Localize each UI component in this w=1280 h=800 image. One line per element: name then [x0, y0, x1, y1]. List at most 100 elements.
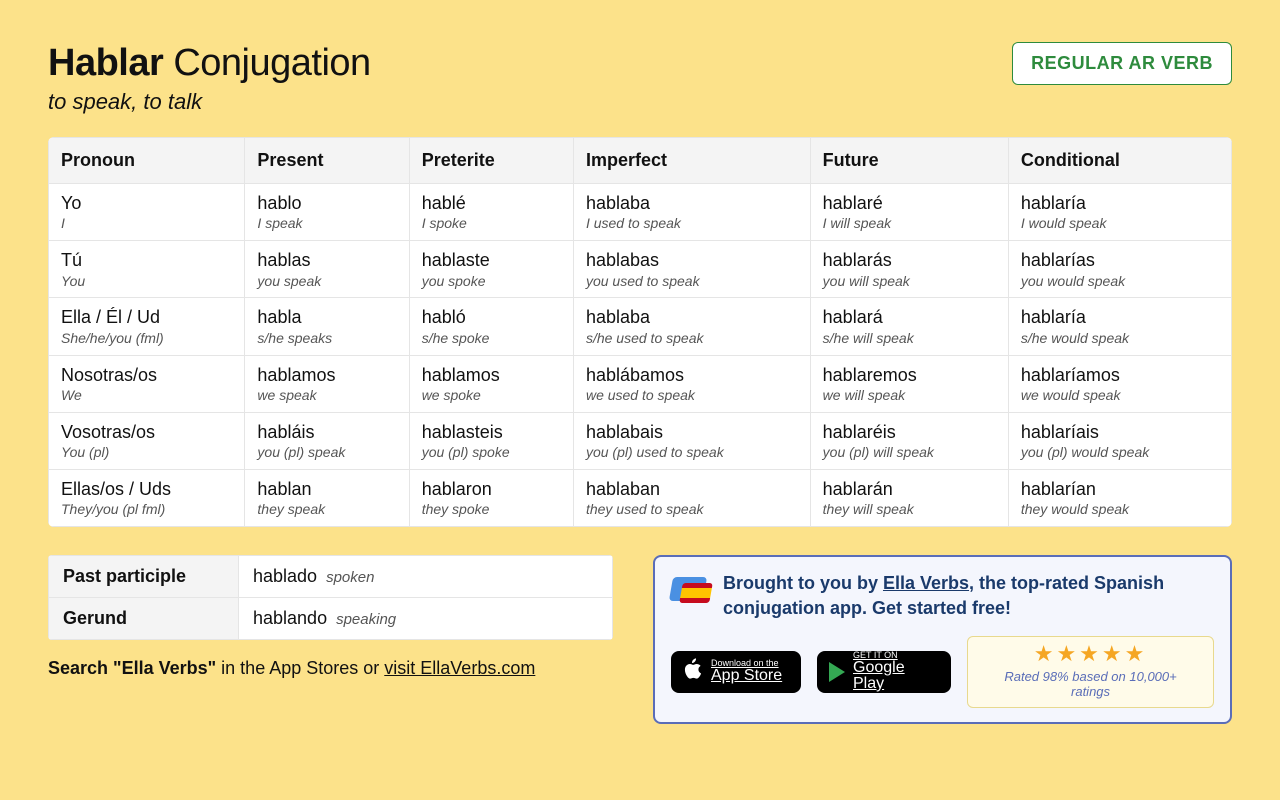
cell-main: hablas: [257, 249, 396, 272]
google-play-button[interactable]: GET IT ONGoogle Play: [817, 651, 951, 693]
cell-gloss: I will speak: [823, 215, 996, 232]
conjugation-cell: Ella / Él / UdShe/he/you (fml): [49, 298, 245, 355]
cell-gloss: you (pl) used to speak: [586, 444, 798, 461]
participle-value: hablado spoken: [239, 556, 613, 598]
cell-gloss: s/he will speak: [823, 330, 996, 347]
conjugation-cell: Ellas/os / UdsThey/you (pl fml): [49, 469, 245, 526]
conjugation-cell: hablabaisyou (pl) used to speak: [573, 412, 810, 469]
cell-main: hablabais: [586, 421, 798, 444]
app-store-button[interactable]: Download on theApp Store: [671, 651, 801, 693]
conjugation-cell: Nosotras/osWe: [49, 355, 245, 412]
cell-gloss: s/he would speak: [1021, 330, 1219, 347]
conjugation-cell: hablaríanthey would speak: [1008, 469, 1231, 526]
cell-gloss: s/he used to speak: [586, 330, 798, 347]
cell-gloss: we spoke: [422, 387, 561, 404]
play-icon: [829, 662, 845, 682]
conjugation-table: PronounPresentPreteriteImperfectFutureCo…: [48, 137, 1232, 527]
conjugation-cell: hablaríamoswe would speak: [1008, 355, 1231, 412]
visit-link[interactable]: visit EllaVerbs.com: [384, 658, 535, 678]
conjugation-cell: hablabaI used to speak: [573, 184, 810, 241]
conjugation-cell: hablamoswe speak: [245, 355, 409, 412]
rating-box: ★★★★★ Rated 98% based on 10,000+ ratings: [967, 636, 1214, 708]
appstore-big: App Store: [711, 668, 782, 684]
conjugation-cell: hablarías/he would speak: [1008, 298, 1231, 355]
cell-main: hablamos: [257, 364, 396, 387]
table-row: Ella / Él / UdShe/he/you (fml)hablas/he …: [49, 298, 1232, 355]
cell-gloss: they will speak: [823, 501, 996, 518]
conjugation-cell: hablarásyou will speak: [810, 241, 1008, 298]
flag-icon: [671, 571, 711, 611]
conjugation-cell: hablaríaisyou (pl) would speak: [1008, 412, 1231, 469]
cell-main: hablaré: [823, 192, 996, 215]
cell-gloss: they speak: [257, 501, 396, 518]
rating-text: Rated 98% based on 10,000+ ratings: [984, 669, 1197, 699]
column-header: Conditional: [1008, 138, 1231, 184]
column-header: Pronoun: [49, 138, 245, 184]
cell-main: hablaba: [586, 306, 798, 329]
cell-main: Yo: [61, 192, 232, 215]
conjugation-cell: hablaremoswe will speak: [810, 355, 1008, 412]
cell-gloss: you (pl) would speak: [1021, 444, 1219, 461]
table-row: Vosotras/osYou (pl)habláisyou (pl) speak…: [49, 412, 1232, 469]
cell-gloss: I: [61, 215, 232, 232]
conjugation-cell: hablasyou speak: [245, 241, 409, 298]
cell-main: hablábamos: [586, 364, 798, 387]
conjugation-cell: hablaríaI would speak: [1008, 184, 1231, 241]
search-mid: in the App Stores or: [216, 658, 384, 678]
title-verb: Hablar: [48, 42, 163, 84]
cell-gloss: you will speak: [823, 273, 996, 290]
cell-main: hablabas: [586, 249, 798, 272]
conjugation-cell: hablamoswe spoke: [409, 355, 573, 412]
cell-main: Nosotras/os: [61, 364, 232, 387]
promo-prefix: Brought to you by: [723, 573, 883, 593]
search-prefix: Search: [48, 658, 113, 678]
verb-type-badge: REGULAR AR VERB: [1012, 42, 1232, 85]
participle-row: Past participlehablado spoken: [49, 556, 613, 598]
cell-gloss: You (pl): [61, 444, 232, 461]
conjugation-cell: habléI spoke: [409, 184, 573, 241]
cell-gloss: we used to speak: [586, 387, 798, 404]
cell-main: hablaría: [1021, 306, 1219, 329]
cell-gloss: you speak: [257, 273, 396, 290]
cell-main: hablará: [823, 306, 996, 329]
conjugation-cell: hablaréI will speak: [810, 184, 1008, 241]
play-big: Google Play: [853, 660, 939, 692]
cell-gloss: You: [61, 273, 232, 290]
cell-gloss: you (pl) spoke: [422, 444, 561, 461]
column-header: Future: [810, 138, 1008, 184]
cell-main: habláis: [257, 421, 396, 444]
cell-gloss: She/he/you (fml): [61, 330, 232, 347]
participle-row: Gerundhablando speaking: [49, 598, 613, 640]
cell-main: hablaría: [1021, 192, 1219, 215]
cell-gloss: We: [61, 387, 232, 404]
cell-gloss: you spoke: [422, 273, 561, 290]
cell-main: hablaríamos: [1021, 364, 1219, 387]
cell-gloss: They/you (pl fml): [61, 501, 232, 518]
cell-main: hablarían: [1021, 478, 1219, 501]
table-row: Nosotras/osWehablamoswe speakhablamoswe …: [49, 355, 1232, 412]
title-rest: Conjugation: [163, 42, 370, 84]
cell-main: hablaste: [422, 249, 561, 272]
table-row: YoIhabloI speakhabléI spokehablabaI used…: [49, 184, 1232, 241]
conjugation-cell: TúYou: [49, 241, 245, 298]
cell-gloss: I would speak: [1021, 215, 1219, 232]
cell-gloss: you (pl) will speak: [823, 444, 996, 461]
cell-main: hablaréis: [823, 421, 996, 444]
cell-main: Vosotras/os: [61, 421, 232, 444]
ella-verbs-link[interactable]: Ella Verbs: [883, 573, 969, 593]
cell-main: hablaba: [586, 192, 798, 215]
cell-main: hablarás: [823, 249, 996, 272]
cell-main: hablaron: [422, 478, 561, 501]
participle-value: hablando speaking: [239, 598, 613, 640]
table-row: TúYouhablasyou speakhablasteyou spokehab…: [49, 241, 1232, 298]
cell-main: Tú: [61, 249, 232, 272]
participle-label: Past participle: [49, 556, 239, 598]
promo-box: Brought to you by Ella Verbs, the top-ra…: [653, 555, 1232, 723]
cell-main: Ellas/os / Uds: [61, 478, 232, 501]
conjugation-cell: hablabas/he used to speak: [573, 298, 810, 355]
cell-gloss: I spoke: [422, 215, 561, 232]
cell-main: habló: [422, 306, 561, 329]
column-header: Imperfect: [573, 138, 810, 184]
cell-gloss: s/he spoke: [422, 330, 561, 347]
cell-main: hablasteis: [422, 421, 561, 444]
